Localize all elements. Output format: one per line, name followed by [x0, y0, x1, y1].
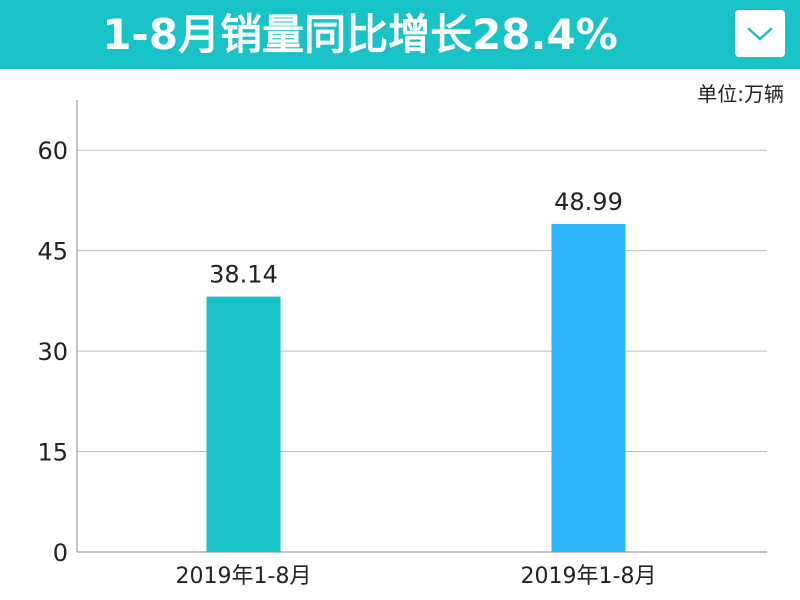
- y-tick-label: 30: [37, 338, 68, 366]
- y-tick-label: 45: [37, 238, 68, 266]
- page-title: 1-8月销量同比增长28.4%: [102, 10, 618, 59]
- header-bar: 1-8月销量同比增长28.4%: [0, 0, 800, 69]
- y-tick-label: 0: [53, 539, 68, 567]
- data-label: 48.99: [554, 188, 623, 216]
- dropdown-button[interactable]: [735, 10, 785, 57]
- bar: [206, 296, 281, 552]
- y-tick-label: 60: [37, 137, 68, 165]
- chevron-down-icon: [747, 27, 773, 40]
- unit-label: 单位:万辆: [697, 82, 784, 106]
- bar: [551, 223, 626, 553]
- x-tick-label: 2019年1-8月: [176, 564, 312, 589]
- x-tick-label: 2019年1-8月: [521, 564, 657, 589]
- y-tick-label: 15: [37, 439, 68, 467]
- data-label: 38.14: [209, 261, 278, 289]
